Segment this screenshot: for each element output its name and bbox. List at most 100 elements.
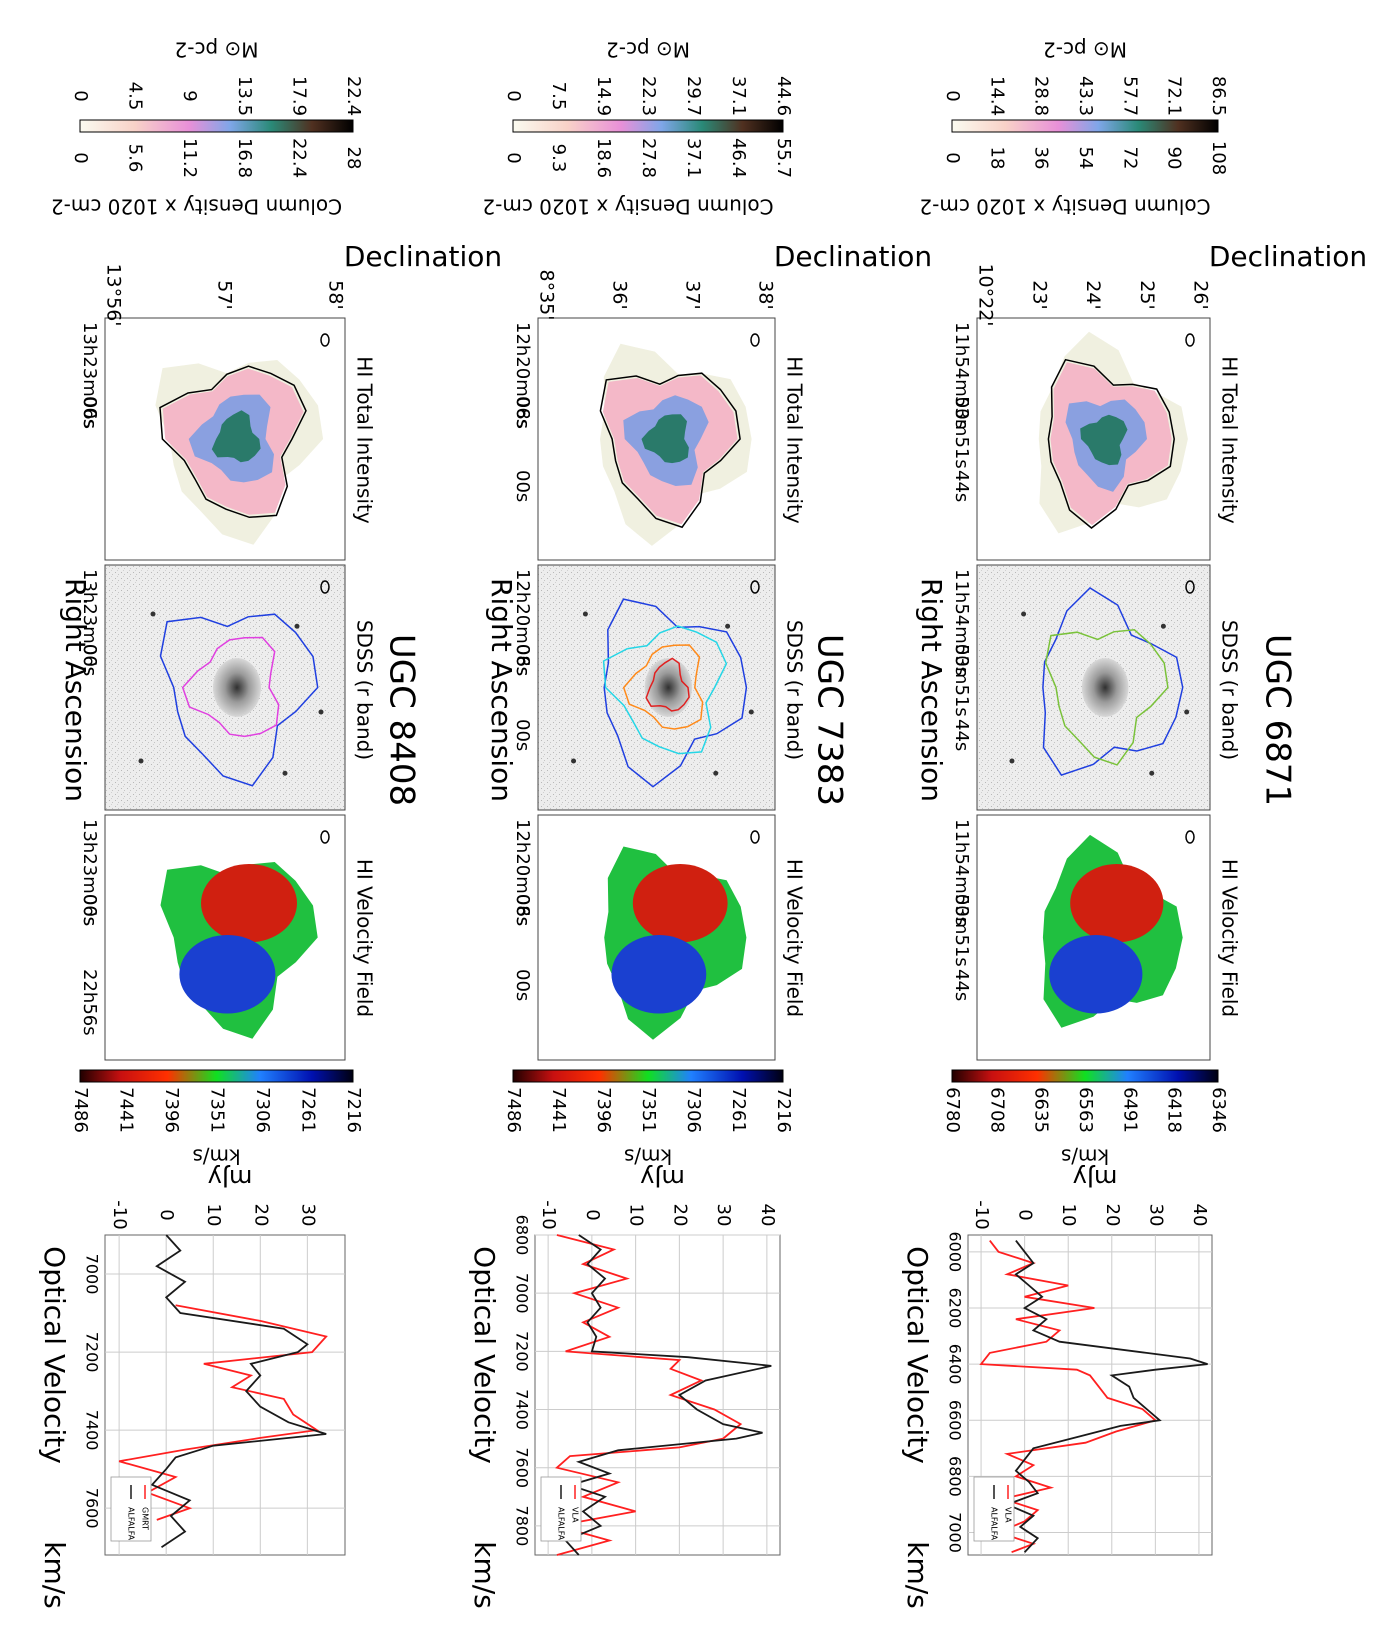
- velocity-tick: 6491: [1119, 1087, 1140, 1133]
- ra-tick: 11h54m00s: [951, 569, 972, 676]
- flux-tick-label: 30: [1145, 1204, 1166, 1227]
- velocity-tick: 6780: [942, 1087, 963, 1133]
- velocity-axis-label: Optical Velocity: [901, 1246, 934, 1464]
- hi-contour-magenta: [181, 636, 280, 738]
- ra-tick: 44s: [951, 969, 972, 1001]
- velocity-receding: [632, 864, 728, 943]
- spectrum-series-alfalfa: [564, 1234, 772, 1556]
- density-tick-cm: 27.8: [638, 138, 659, 178]
- column-density-unit: Column Density x 1020 cm-2: [482, 195, 773, 219]
- ra-tick: 53m51s: [951, 894, 972, 967]
- velocity-colorbar-unit: km/s: [192, 1145, 240, 1169]
- legend-label: GMRT: [141, 1507, 150, 1530]
- density-tick-msun: 13.5: [234, 76, 255, 116]
- velocity-tick-label: 7200: [513, 1331, 532, 1372]
- column-density-unit: Column Density x 1020 cm-2: [919, 195, 1210, 219]
- velocity-tick-label: 7000: [946, 1512, 965, 1553]
- velocity-tick: 7396: [161, 1087, 182, 1133]
- density-tick-msun: 72.1: [1164, 76, 1185, 116]
- density-tick-msun: 43.3: [1075, 76, 1096, 116]
- surface-density-unit: M⊙ pc-2: [606, 38, 690, 62]
- field-star: [1149, 770, 1155, 776]
- velocity-tick: 7441: [116, 1087, 137, 1133]
- hi-intensity-panel: [537, 317, 776, 561]
- velocity-tick-label: 6800: [946, 1456, 965, 1497]
- ra-tick: 00s: [512, 969, 533, 1001]
- hi-contour: [159, 365, 307, 519]
- velocity-axis-label: Optical Velocity: [468, 1246, 501, 1464]
- velocity-field-panel: [104, 814, 346, 1061]
- field-star: [1009, 758, 1015, 764]
- ra-tick: 11h54m00s: [951, 819, 972, 926]
- dec-tick: 10°22': [975, 263, 997, 326]
- velocity-approaching: [611, 935, 707, 1014]
- density-tick-msun: 0: [70, 90, 91, 101]
- density-tick-cm: 18.6: [593, 138, 614, 178]
- hi-contour-cyan: [602, 625, 728, 755]
- velocity-tick: 7306: [683, 1087, 704, 1133]
- velocity-tick-label: 6200: [946, 1288, 965, 1329]
- flux-tick-label: 20: [669, 1204, 690, 1227]
- ra-tick: 44s: [951, 470, 972, 502]
- column-density-unit: Column Density x 1020 cm-2: [51, 195, 342, 219]
- density-colorbar: [951, 119, 1219, 133]
- velocity-tick: 6346: [1208, 1087, 1229, 1133]
- dec-tick: 26': [1190, 280, 1212, 309]
- ra-tick: 00s: [512, 719, 533, 751]
- velocity-tick-label: 6000: [946, 1231, 965, 1272]
- density-tick-msun: 22.3: [638, 76, 659, 116]
- field-star: [138, 758, 144, 764]
- density-tick-cm: 18: [986, 147, 1007, 170]
- ra-tick: 00s: [79, 894, 100, 926]
- beam-ellipse: [320, 830, 330, 844]
- ra-tick: 12h20m08s: [512, 819, 533, 926]
- hi-contour-red: [645, 657, 690, 712]
- column-title: HI Velocity Field: [783, 859, 807, 1017]
- velocity-colorbar-unit: km/s: [624, 1145, 672, 1169]
- column-title: HI Velocity Field: [1218, 859, 1242, 1017]
- flux-tick-label: 10: [1058, 1204, 1079, 1227]
- velocity-tick-label: 7400: [513, 1389, 532, 1430]
- velocity-field-panel: [976, 814, 1211, 1061]
- velocity-receding: [201, 864, 297, 943]
- flux-tick-label: 40: [1189, 1204, 1210, 1227]
- velocity-tick: 7396: [593, 1087, 614, 1133]
- legend-label: ALFALFA: [557, 1507, 566, 1541]
- column-title: HI Total Intensity: [353, 356, 377, 524]
- velocity-tick: 6635: [1031, 1087, 1052, 1133]
- galaxy-name: UGC 6871: [1258, 634, 1298, 806]
- velocity-approaching: [179, 935, 276, 1014]
- flux-tick-label: 0: [1015, 1209, 1036, 1220]
- dec-tick: 8°35': [536, 270, 558, 321]
- legend-label: VLA: [1004, 1507, 1013, 1523]
- density-tick-msun: 29.7: [683, 76, 704, 116]
- velocity-tick-label: 6800: [513, 1215, 532, 1256]
- hi-intensity-panel: [976, 317, 1211, 561]
- beam-ellipse: [750, 333, 760, 347]
- field-star: [571, 758, 577, 764]
- density-tick-cm: 28: [343, 147, 364, 170]
- velocity-field-panel: [537, 814, 776, 1061]
- column-title: HI Total Intensity: [783, 356, 807, 524]
- flux-axis-label: mJy: [208, 1164, 253, 1192]
- density-tick-cm: 108: [1208, 141, 1229, 175]
- density-tick-msun: 7.5: [548, 82, 569, 111]
- velocity-axis-unit: km/s: [38, 1541, 71, 1609]
- density-tick-cm: 72: [1119, 147, 1140, 170]
- density-tick-cm: 55.7: [773, 138, 794, 178]
- column-title: HI Velocity Field: [353, 859, 377, 1017]
- sdss-panel: [976, 564, 1211, 811]
- density-tick-cm: 0: [942, 152, 963, 163]
- density-tick-msun: 17.9: [288, 76, 309, 116]
- ra-tick: 13h23m06s: [79, 322, 100, 429]
- dec-tick: 37': [682, 280, 704, 309]
- velocity-colorbar-unit: km/s: [1061, 1145, 1109, 1169]
- ra-tick: 00s: [79, 396, 100, 428]
- dec-tick: 24': [1082, 280, 1104, 309]
- beam-ellipse: [1185, 830, 1195, 844]
- column-title: SDSS (r band): [353, 620, 377, 760]
- flux-axis-label: mJy: [1073, 1164, 1118, 1192]
- dec-tick: 38': [755, 280, 777, 309]
- velocity-receding: [1070, 864, 1164, 943]
